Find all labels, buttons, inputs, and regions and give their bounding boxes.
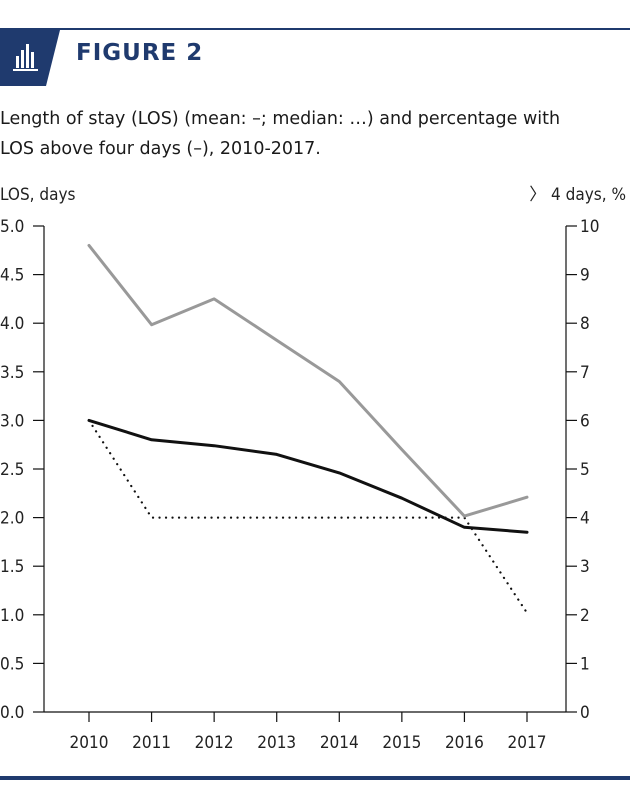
figure-title: FIGURE 2 xyxy=(76,40,204,66)
y-right-tick-label: 5 xyxy=(580,460,590,480)
x-tick-label: 2012 xyxy=(195,733,234,753)
x-tick-label: 2014 xyxy=(320,733,359,753)
figure-caption: Length of stay (LOS) (mean: –; median: …… xyxy=(0,104,620,164)
y-left-tick-label: 4.5 xyxy=(0,266,24,286)
series-line-pct-above-4-days xyxy=(87,243,529,518)
y-right-tick-label: 10 xyxy=(580,217,599,237)
los-chart: LOS, days 〉 4 days, % 0.0 0.5 1.0 1.5 2.0 2.5… xyxy=(0,185,626,753)
x-tick-label: 2013 xyxy=(257,733,296,753)
y-right-tick-label: 1 xyxy=(580,654,590,674)
y-left-tick-label: 3.0 xyxy=(0,411,24,431)
figure-badge xyxy=(0,30,60,86)
y-left-tick-label: 1.0 xyxy=(0,606,24,626)
y-left-tick-label: 1.5 xyxy=(0,557,24,577)
caption-line-2: LOS above four days (–), 2010-2017. xyxy=(0,139,321,159)
y-left-tick-label: 2.0 xyxy=(0,509,24,529)
y-left-tick-label: 0.0 xyxy=(0,703,24,723)
caption-line-1: Length of stay (LOS) (mean: –; median: …… xyxy=(0,109,561,129)
y-right-tick-label: 0 xyxy=(580,703,590,723)
series-line-mean-los xyxy=(87,418,529,534)
y-left-tick-label: 2.5 xyxy=(0,460,24,480)
x-tick-label: 2010 xyxy=(70,733,109,753)
y-right-tick-label: 8 xyxy=(580,314,590,334)
y-right-tick-label: 3 xyxy=(580,557,590,577)
y-left-tick-label: 4.0 xyxy=(0,314,24,334)
y-axis-right-label: 〉 4 days, % xyxy=(529,185,626,205)
y-right-tick-label: 7 xyxy=(580,363,590,383)
bottom-rule xyxy=(0,776,630,780)
x-tick-label: 2011 xyxy=(132,733,171,753)
x-tick-label: 2016 xyxy=(445,733,484,753)
y-left-tick-label: 0.5 xyxy=(0,654,24,674)
y-axis-left-label: LOS, days xyxy=(0,185,76,205)
x-tick-label: 2017 xyxy=(508,733,547,753)
series-line-median-los xyxy=(87,419,529,614)
bar-chart-icon xyxy=(13,44,38,71)
x-tick-label: 2015 xyxy=(382,733,421,753)
y-right-tick-label: 4 xyxy=(580,509,590,529)
top-rule xyxy=(0,28,630,30)
y-right-tick-label: 6 xyxy=(580,411,590,431)
y-left-tick-label: 3.5 xyxy=(0,363,24,383)
y-right-tick-label: 9 xyxy=(580,266,590,286)
y-left-tick-label: 5.0 xyxy=(0,217,24,237)
y-right-tick-label: 2 xyxy=(580,606,590,626)
